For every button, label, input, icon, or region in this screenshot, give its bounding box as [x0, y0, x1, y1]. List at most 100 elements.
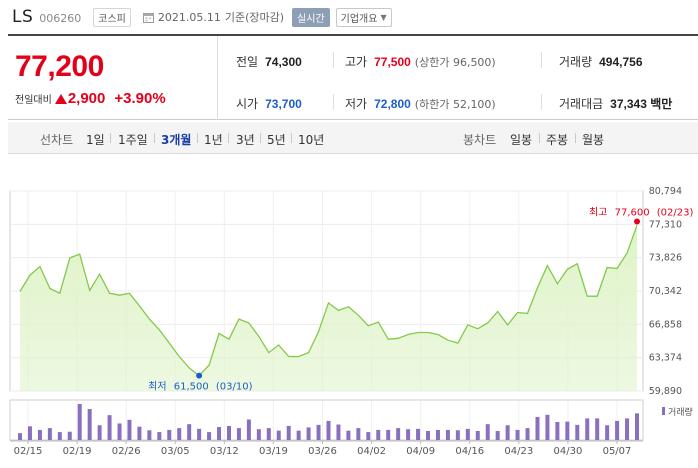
x-tick-label: 04/02	[357, 446, 386, 457]
volume-legend-swatch	[662, 407, 665, 415]
company-overview-label: 기업개요	[340, 13, 378, 25]
candle-chart-label: 봉차트	[463, 133, 497, 147]
tab-1w[interactable]: 1주일	[118, 133, 148, 147]
volume-bar	[585, 418, 590, 440]
price-area-layer	[19, 225, 638, 391]
market-badge: 코스피	[93, 7, 131, 27]
volume-bar	[77, 404, 82, 440]
volume-bar	[217, 427, 222, 440]
tab-3m[interactable]: 3개월	[161, 133, 192, 147]
separator	[197, 133, 198, 143]
divider	[333, 52, 334, 68]
volume-bar	[246, 419, 251, 440]
volume-bar	[346, 430, 351, 440]
volume-bar	[475, 431, 480, 440]
amount-value: 37,343 백만	[610, 97, 673, 111]
min-value: 61,500	[174, 382, 209, 393]
volume-bar	[256, 429, 261, 440]
tab-1d[interactable]: 1일	[86, 133, 105, 147]
volume-bar	[87, 409, 92, 440]
divider	[541, 52, 542, 68]
y-tick-label: 63,374	[649, 353, 682, 364]
low-value: 72,800	[374, 97, 411, 111]
volume-bar	[306, 427, 311, 440]
max-label: 최고	[589, 207, 607, 219]
volume-cell: 거래량 494,756	[559, 53, 643, 70]
separator	[110, 133, 111, 143]
up-arrow-icon	[54, 93, 67, 104]
volume-bar	[47, 428, 52, 440]
tab-monthly[interactable]: 월봉	[582, 133, 605, 147]
stock-name: LS	[12, 7, 34, 27]
volume-value: 494,756	[599, 55, 643, 69]
company-overview-dropdown[interactable]: 기업개요 ▼	[335, 7, 392, 27]
y-tick-label: 66,858	[649, 319, 682, 330]
tab-10y[interactable]: 10년	[298, 133, 325, 147]
volume-bar	[117, 423, 122, 440]
volume-bar	[187, 424, 192, 440]
stock-header: LS 006260 코스피 2021.05.11 기준(장마감) 실시간 기업개…	[0, 0, 698, 34]
volume-bar	[435, 429, 440, 440]
current-price: 77,200	[15, 50, 104, 83]
separator	[539, 133, 540, 143]
volume-bar	[406, 429, 411, 440]
tab-5y[interactable]: 5년	[267, 133, 286, 147]
volume-bar	[635, 413, 639, 440]
max-annotation: 최고 77,600 (02/23)	[589, 207, 694, 219]
volume-bar	[336, 424, 341, 440]
volume-bar	[226, 425, 231, 440]
x-tick-label: 02/26	[112, 446, 141, 457]
change-row: 전일대비 2,900 +3.90%	[15, 90, 166, 107]
base-date: 2021.05.11	[157, 10, 221, 24]
volume-bar	[426, 431, 431, 440]
tab-3y[interactable]: 3년	[236, 133, 255, 147]
volume-bar	[505, 425, 510, 440]
separator	[228, 133, 229, 143]
x-tick-label: 03/12	[210, 446, 239, 457]
tab-weekly[interactable]: 주봉	[546, 133, 569, 147]
stock-code: 006260	[39, 12, 82, 25]
calendar-icon	[142, 12, 154, 23]
y-axis-ticks: 80,794 77,310 73,826 70,342 66,858 63,374 59,8…	[649, 186, 682, 397]
quote-box: 77,200 전일대비 2,900 +3.90% 전일 74,300 고가 77…	[8, 34, 698, 120]
volume-bar	[157, 432, 162, 440]
x-tick-label: 03/05	[161, 446, 190, 457]
tab-1y[interactable]: 1년	[204, 133, 223, 147]
change-label: 전일대비	[15, 95, 52, 106]
amount-cell: 거래대금 37,343 백만	[559, 95, 672, 112]
price-panel: 77,200 전일대비 2,900 +3.90%	[8, 36, 218, 120]
separator	[260, 133, 261, 143]
x-tick-label: 04/16	[455, 446, 484, 457]
volume-bar	[465, 428, 470, 440]
volume-bar	[18, 433, 22, 440]
open-cell: 시가 73,700	[236, 95, 302, 112]
volume-bar	[605, 425, 610, 440]
volume-bar	[366, 432, 371, 440]
volume-bar	[535, 416, 540, 440]
volume-bar	[386, 429, 391, 440]
volume-bar	[97, 425, 102, 440]
volume-bar	[147, 430, 152, 440]
volume-bar	[615, 420, 620, 440]
volume-bar	[127, 419, 132, 440]
volume-bar	[197, 428, 202, 440]
tab-daily[interactable]: 일봉	[510, 133, 533, 147]
upper-limit: (상한가 96,500)	[414, 56, 496, 69]
volume-bar	[177, 428, 182, 440]
volume-bar	[515, 429, 520, 440]
volume-bar	[167, 429, 172, 440]
low-cell: 저가 72,800 (하한가 52,100)	[345, 95, 496, 112]
volume-bar	[376, 429, 381, 440]
min-label: 최저	[148, 381, 166, 393]
high-cell: 고가 77,500 (상한가 96,500)	[345, 53, 496, 70]
volume-bar	[296, 430, 301, 440]
high-label: 고가	[345, 55, 368, 69]
volume-bar	[595, 418, 600, 440]
y-tick-label: 77,310	[649, 219, 682, 230]
volume-bar	[416, 428, 421, 440]
x-tick-label: 04/30	[554, 446, 583, 457]
open-value: 73,700	[265, 97, 302, 111]
volume-bar	[67, 431, 72, 440]
realtime-button[interactable]: 실시간	[292, 7, 330, 27]
volume-bar	[137, 426, 142, 440]
